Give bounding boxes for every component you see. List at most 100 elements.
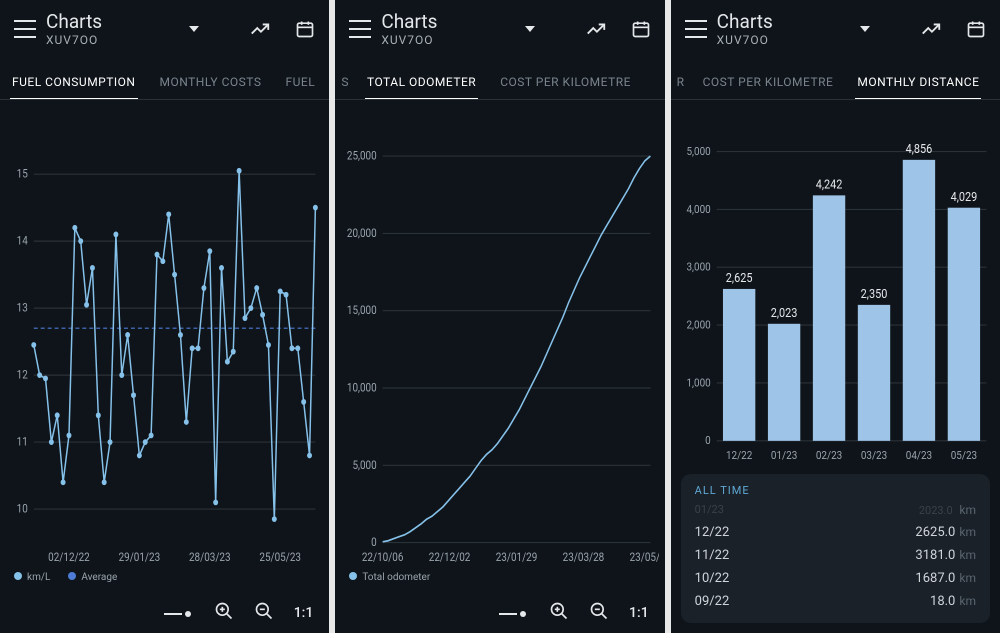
svg-text:2,625: 2,625 [725,270,752,285]
tab-fragment[interactable]: R [671,67,691,99]
tab-monthly-costs[interactable]: MONTHLY COSTS [148,67,274,99]
svg-text:2,350: 2,350 [860,286,887,301]
svg-text:23/03/28: 23/03/28 [563,550,605,564]
tab-cost-per-km[interactable]: COST PER KILOMETRE [488,67,643,99]
bottom-toolbar: 1:1 [0,591,329,633]
svg-text:4,029: 4,029 [950,189,977,204]
svg-text:1,000: 1,000 [686,376,710,390]
zoom-out-icon[interactable] [254,601,274,625]
tab-cost-per-km[interactable]: COST PER KILOMETRE [691,67,846,99]
svg-text:4,856: 4,856 [905,141,932,156]
svg-text:15: 15 [17,167,28,181]
title-block[interactable]: Charts XUV7OO [46,10,179,47]
legend-item: km/L [14,572,50,583]
app-title: Charts [381,10,514,33]
svg-text:10,000: 10,000 [347,381,377,395]
svg-text:2,000: 2,000 [686,318,710,332]
all-time-card[interactable]: ALL TIME 01/232023.0 km 12/222625.0km 11… [681,474,990,623]
zoom-ratio[interactable]: 1:1 [294,605,314,621]
legend: km/L Average [0,568,329,591]
menu-icon[interactable] [685,20,707,38]
header: Charts XUV7OO [671,0,1000,53]
svg-text:05/23: 05/23 [950,448,976,462]
chart-monthly-distance: 01,0002,0003,0004,0005,0002,62512/222,02… [671,100,1000,468]
svg-text:02/23: 02/23 [816,448,842,462]
vehicle-subtitle: XUV7OO [717,33,850,47]
svg-text:03/23: 03/23 [860,448,886,462]
zoom-ratio[interactable]: 1:1 [629,605,649,621]
app-title: Charts [717,10,850,33]
card-row: 09/2218.0km [695,590,976,613]
chevron-down-icon[interactable] [525,26,535,32]
calendar-icon[interactable] [295,19,315,39]
svg-text:28/03/23: 28/03/23 [189,550,231,564]
svg-text:20,000: 20,000 [347,226,377,240]
svg-text:4,242: 4,242 [815,177,842,192]
swatch-icon [14,572,22,580]
svg-text:5,000: 5,000 [353,458,377,472]
svg-text:4,000: 4,000 [686,202,710,216]
zoom-in-icon[interactable] [549,601,569,625]
header: Charts XUV7OO [335,0,664,53]
panel-fuel-consumption: Charts XUV7OO FUEL CONSUMPTION MONTHLY C… [0,0,329,633]
trend-icon[interactable] [920,18,942,40]
tab-fuel-consumption[interactable]: FUEL CONSUMPTION [0,67,148,99]
trend-icon[interactable] [249,18,271,40]
panel-total-odometer: Charts XUV7OO S TOTAL ODOMETER COST PER … [335,0,664,633]
card-row: 12/222625.0km [695,521,976,544]
chevron-down-icon[interactable] [860,26,870,32]
menu-icon[interactable] [349,20,371,38]
card-title: ALL TIME [695,484,976,497]
header: Charts XUV7OO [0,0,329,53]
chart-odometer: 0 5,000 10,000 15,000 20,000 25,000 22/10/06 22… [335,100,664,568]
svg-text:13: 13 [17,301,28,315]
svg-text:14: 14 [17,234,28,248]
svg-text:10: 10 [17,502,28,516]
svg-text:3,000: 3,000 [686,260,710,274]
card-row-faded: 01/232023.0 km [695,499,976,521]
svg-text:0: 0 [371,535,377,549]
zoom-out-icon[interactable] [589,601,609,625]
menu-icon[interactable] [14,20,36,38]
svg-text:04/23: 04/23 [905,448,931,462]
chevron-down-icon[interactable] [189,26,199,32]
tab-monthly-distance[interactable]: MONTHLY DISTANCE [845,67,991,99]
tab-fuel[interactable]: FUEL [273,67,327,99]
svg-text:25,000: 25,000 [347,149,377,163]
title-block[interactable]: Charts XUV7OO [717,10,850,47]
svg-text:2,023: 2,023 [770,305,797,320]
svg-text:02/12/22: 02/12/22 [48,550,90,564]
svg-text:23/05/25: 23/05/25 [630,550,659,564]
swatch-icon [68,572,76,580]
app-title: Charts [46,10,179,33]
line-style-icon[interactable] [164,604,194,623]
card-row: 10/221687.0km [695,567,976,590]
tab-fragment[interactable]: S [335,67,355,99]
calendar-icon[interactable] [966,19,986,39]
zoom-in-icon[interactable] [214,601,234,625]
svg-text:22/10/06: 22/10/06 [362,550,404,564]
svg-text:12/22: 12/22 [726,448,752,462]
calendar-icon[interactable] [631,19,651,39]
svg-text:23/01/29: 23/01/29 [496,550,538,564]
svg-text:11: 11 [17,435,28,449]
svg-text:15,000: 15,000 [347,303,377,317]
card-row: 11/223181.0km [695,544,976,567]
vehicle-subtitle: XUV7OO [46,33,179,47]
svg-text:25/05/23: 25/05/23 [259,550,301,564]
swatch-icon [349,572,357,580]
line-style-icon[interactable] [499,604,529,623]
svg-text:5,000: 5,000 [686,144,710,158]
panel-monthly-distance: Charts XUV7OO R COST PER KILOMETRE MONTH… [671,0,1000,633]
svg-text:22/12/02: 22/12/02 [429,550,471,564]
trend-icon[interactable] [585,18,607,40]
svg-text:29/01/23: 29/01/23 [119,550,161,564]
chart-fuel: 10111213141502/12/2229/01/2328/03/2325/0… [0,100,329,568]
tabs: R COST PER KILOMETRE MONTHLY DISTANCE [671,53,1000,100]
tabs: FUEL CONSUMPTION MONTHLY COSTS FUEL [0,53,329,100]
svg-text:01/23: 01/23 [771,448,797,462]
title-block[interactable]: Charts XUV7OO [381,10,514,47]
legend-item: Average [68,572,117,583]
tab-total-odometer[interactable]: TOTAL ODOMETER [355,67,488,99]
legend: Total odometer [335,568,664,591]
